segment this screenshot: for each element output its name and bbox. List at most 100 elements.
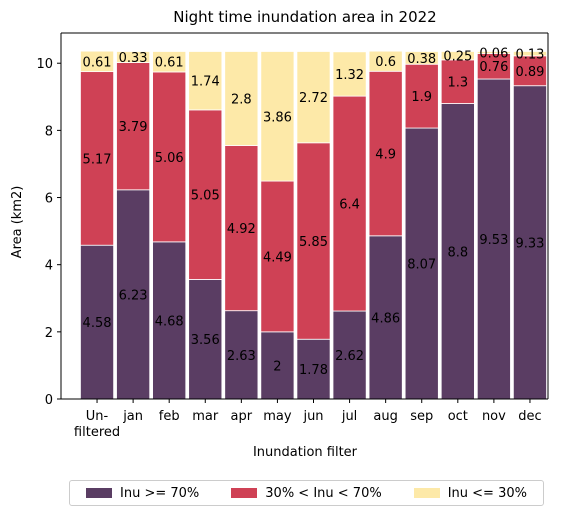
x-axis-label: Inundation filter xyxy=(253,445,358,460)
data-label: 1.3 xyxy=(447,76,468,91)
bar-segment xyxy=(80,50,115,73)
x-tick-label: nov xyxy=(482,409,506,424)
data-label: 8.07 xyxy=(407,258,436,273)
bar-segment xyxy=(116,51,151,63)
bar-segment xyxy=(332,51,367,97)
bar-segment xyxy=(404,51,439,65)
y-axis-label: Area (km2) xyxy=(10,186,25,259)
data-label: 5.17 xyxy=(83,152,112,167)
chart-title: Night time inundation area in 2022 xyxy=(173,8,436,26)
bar-segment xyxy=(188,109,223,280)
x-tick-label: jun xyxy=(302,409,323,424)
data-label: 9.53 xyxy=(479,233,508,248)
data-label: 0.89 xyxy=(515,65,544,80)
data-label: 0.76 xyxy=(479,60,508,75)
bar-segment xyxy=(296,51,331,144)
data-label: 0.61 xyxy=(155,56,184,71)
data-labels-group: 4.58 5.17 0.61 6.23 3.79 0.33 4.68 5.06 0.61 3.56… xyxy=(83,46,545,378)
data-label: 6.4 xyxy=(339,198,360,213)
y-tick-label: 4 xyxy=(45,259,53,274)
x-tick-label: feb xyxy=(159,409,180,424)
data-label: 5.85 xyxy=(299,235,328,250)
data-label: 4.58 xyxy=(83,316,112,331)
legend-label-inu-mid: 30% < Inu < 70% xyxy=(265,485,382,501)
bar-segment xyxy=(80,244,115,400)
legend-swatch-inu-mid xyxy=(231,488,258,498)
bar-segment xyxy=(368,50,403,72)
x-tick-label: apr xyxy=(231,409,253,424)
data-label: 4.92 xyxy=(227,222,256,237)
x-tick-label: sep xyxy=(410,409,433,424)
x-tick-label: oct xyxy=(448,409,468,424)
bar-segment xyxy=(512,85,547,400)
data-label: 0.33 xyxy=(119,51,148,66)
bar-segment xyxy=(224,145,259,312)
x-tick-label: dec xyxy=(518,409,541,424)
data-label: 4.86 xyxy=(371,311,400,326)
bar-segment xyxy=(512,55,547,87)
data-label: 0.38 xyxy=(407,52,436,67)
y-tick-label: 2 xyxy=(45,326,53,341)
y-tick-label: 6 xyxy=(45,192,53,207)
y-tick-label: 8 xyxy=(45,124,53,139)
legend-item-inu-mid: 30% < Inu < 70% xyxy=(231,485,382,501)
bar-segment xyxy=(440,103,475,400)
data-label: 0.6 xyxy=(375,55,396,70)
x-tick-label: mar xyxy=(192,409,219,424)
stacked-bar-chart: Night time inundation area in 2022 4.58 5… xyxy=(10,8,549,460)
data-label: 0.61 xyxy=(83,55,112,70)
bar-segment xyxy=(260,331,295,400)
legend-swatch-inu-low xyxy=(413,488,440,498)
bar-segment xyxy=(440,51,475,61)
data-label: 8.8 xyxy=(447,245,468,260)
legend-label-inu-high: Inu >= 70% xyxy=(120,485,200,501)
bar-segment xyxy=(80,71,115,246)
y-tick-label: 0 xyxy=(45,393,53,408)
data-label: 2 xyxy=(273,359,281,374)
bar-segment xyxy=(512,51,547,57)
data-label: 6.23 xyxy=(119,288,148,303)
data-label: 3.79 xyxy=(119,120,148,135)
bar-segment xyxy=(116,62,151,191)
data-label: 4.49 xyxy=(263,250,292,265)
bar-segment xyxy=(440,59,475,104)
x-tick-label: Un-filtered xyxy=(74,409,120,440)
data-label: 2.8 xyxy=(231,92,252,107)
y-tick-label: 10 xyxy=(36,57,53,72)
bar-segment xyxy=(260,51,295,182)
data-label: 0.13 xyxy=(515,48,544,63)
data-label: 4.9 xyxy=(375,148,396,163)
data-label: 0.06 xyxy=(479,46,508,61)
x-tick-label: may xyxy=(263,409,292,424)
data-label: 1.78 xyxy=(299,363,328,378)
bar-segment xyxy=(152,51,187,73)
bar-segment xyxy=(260,180,295,333)
data-label: 3.56 xyxy=(191,333,220,348)
data-label: 5.06 xyxy=(155,151,184,166)
bar-segment xyxy=(116,189,151,400)
legend: Inu >= 70% 30% < Inu < 70% Inu <= 30% xyxy=(69,480,544,506)
x-tick-label: jul xyxy=(341,409,357,424)
data-label: 0.25 xyxy=(443,50,472,65)
bar-segment xyxy=(368,70,403,237)
data-label: 5.05 xyxy=(191,189,220,204)
bar-segment xyxy=(152,71,187,243)
data-label: 1.32 xyxy=(335,68,364,83)
bar-segment xyxy=(188,51,223,111)
bar-segment xyxy=(476,78,511,400)
data-label: 3.86 xyxy=(263,110,292,125)
data-label: 2.72 xyxy=(299,91,328,106)
bar-segment xyxy=(404,63,439,129)
data-label: 2.62 xyxy=(335,349,364,364)
bar-segment xyxy=(476,51,511,54)
data-label: 9.33 xyxy=(515,236,544,251)
legend-item-inu-high: Inu >= 70% xyxy=(86,486,199,501)
bar-segment xyxy=(404,127,439,400)
bar-segment xyxy=(296,142,331,340)
bar-segment xyxy=(332,310,367,400)
bars-group xyxy=(80,50,547,400)
legend-swatch-inu-high xyxy=(86,488,112,498)
legend-label-inu-low: Inu <= 30% xyxy=(447,485,527,501)
x-tick-label: aug xyxy=(373,409,397,424)
